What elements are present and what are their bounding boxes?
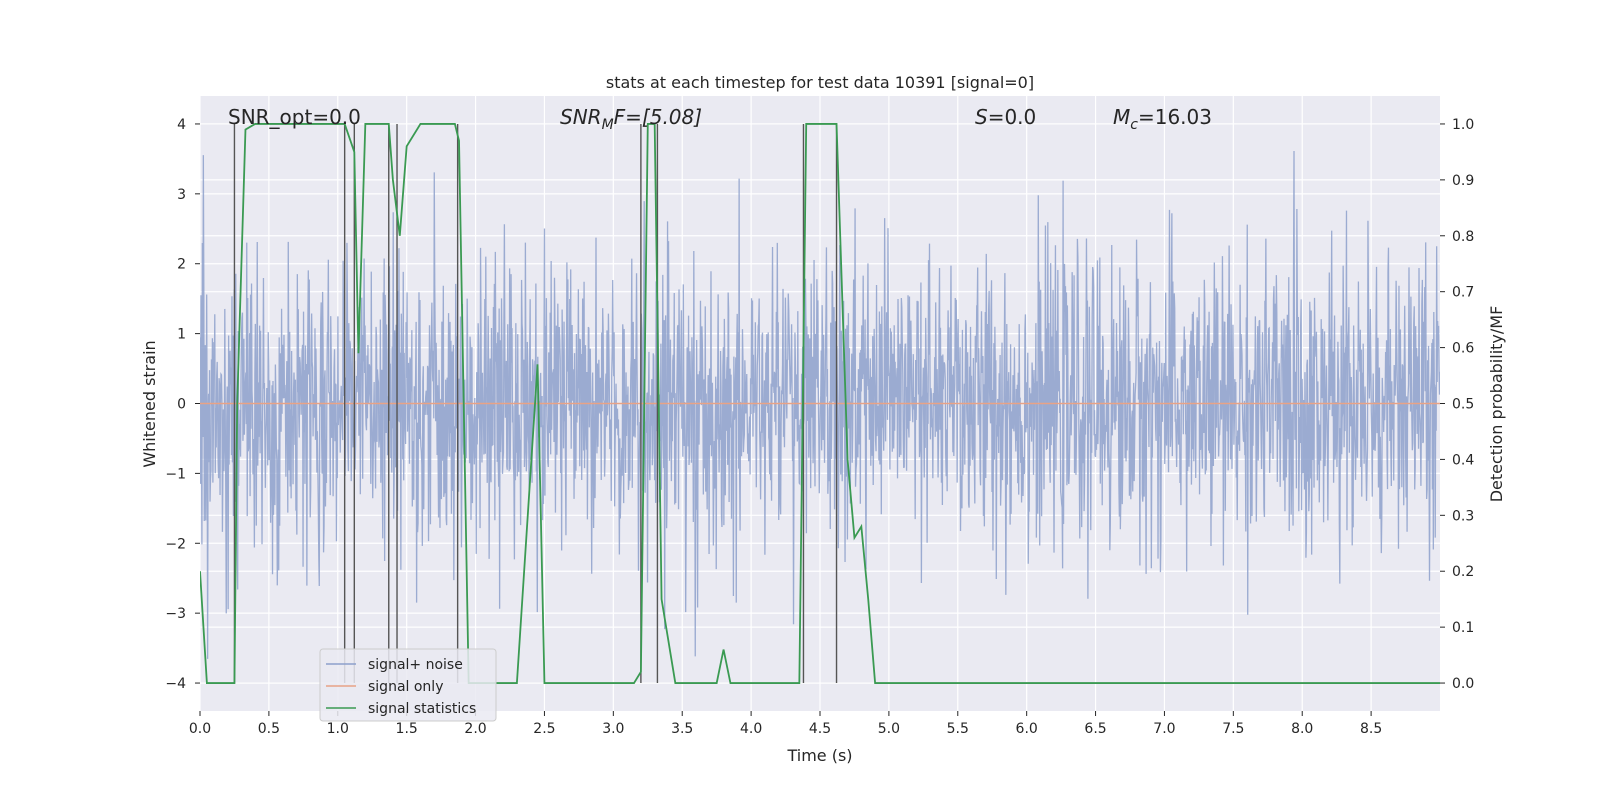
- x-tick-label: 5.0: [878, 721, 900, 737]
- x-tick-label: 0.0: [189, 721, 211, 737]
- y-right-tick-label: 0.4: [1452, 452, 1474, 468]
- y-left-tick-label: −4: [165, 676, 186, 692]
- y-right-tick-label: 1.0: [1452, 117, 1474, 133]
- vertical-markers: [233, 123, 838, 684]
- y-right-tick-label: 0.0: [1452, 676, 1474, 692]
- x-tick-label: 4.0: [740, 721, 762, 737]
- y-left-tick-label: 1: [177, 327, 186, 343]
- x-tick-labels: 0.0 0.5 1.0 1.5 2.0 2.5 3.0 3.5 4.0 4.5 5.0 5.5 6.0 6…: [189, 711, 1382, 737]
- annotation-mc-symbol: M: [1113, 105, 1130, 129]
- x-tick-label: 0.5: [258, 721, 280, 737]
- y-left-tick-labels: −4 −3 −2 −1 0 1 2 3 4: [165, 117, 200, 692]
- annotation-snr-mf-symbol: SNR: [560, 105, 602, 129]
- x-tick-label: 6.5: [1084, 721, 1106, 737]
- y-right-tick-label: 0.5: [1452, 397, 1474, 413]
- y-right-tick-label: 0.9: [1452, 173, 1474, 189]
- annotation-mc: Mc=16.03: [1113, 105, 1212, 133]
- y-left-axis-label: Whitened strain: [140, 340, 159, 467]
- annotation-snr-mf: SNRMF=[5.08]: [560, 105, 702, 133]
- x-tick-label: 2.0: [464, 721, 486, 737]
- x-tick-label: 1.0: [327, 721, 349, 737]
- x-tick-label: 4.5: [809, 721, 831, 737]
- annotation-snr-mf-value: F=[5.08]: [614, 105, 702, 129]
- y-right-tick-label: 0.2: [1452, 564, 1474, 580]
- y-right-tick-label: 0.6: [1452, 341, 1474, 357]
- y-left-tick-label: 3: [177, 187, 186, 203]
- series-signal-statistics: [200, 123, 1440, 684]
- legend-box: [319, 648, 497, 722]
- series-signal-noise-line: [200, 150, 1440, 659]
- y-left-tick-label: 0: [177, 397, 186, 413]
- x-tick-label: 6.0: [1016, 721, 1038, 737]
- series-signal-noise: [200, 150, 1440, 659]
- y-left-tick-label: 4: [177, 117, 186, 133]
- x-tick-label: 3.0: [602, 721, 624, 737]
- chart-title: stats at each timestep for test data 103…: [606, 73, 1034, 92]
- annotation-s: S=0.0: [975, 105, 1036, 129]
- x-tick-label: 3.5: [671, 721, 693, 737]
- annotation-snr-mf-subscript: M: [602, 117, 614, 133]
- y-right-tick-label: 0.7: [1452, 285, 1474, 301]
- annotation-snr-opt: SNR_opt=0.0: [228, 105, 361, 129]
- x-tick-label: 8.5: [1360, 721, 1382, 737]
- y-right-tick-label: 0.8: [1452, 229, 1474, 245]
- legend-label-signal-only: signal only: [368, 679, 443, 695]
- y-left-tick-label: −2: [165, 536, 186, 552]
- x-tick-label: 5.5: [947, 721, 969, 737]
- x-tick-label: 7.5: [1222, 721, 1244, 737]
- y-left-tick-label: −3: [165, 606, 186, 622]
- x-tick-label: 7.0: [1153, 721, 1175, 737]
- annotation-mc-subscript: c: [1130, 117, 1138, 133]
- annotation-mc-value: =16.03: [1138, 105, 1212, 129]
- legend: signal+ noise signal only signal statist…: [319, 648, 497, 722]
- x-axis-label: Time (s): [786, 746, 852, 765]
- legend-label-signal-noise: signal+ noise: [368, 657, 463, 673]
- y-right-tick-label: 0.3: [1452, 508, 1474, 524]
- annotation-s-value: =0.0: [988, 105, 1037, 129]
- annotation-s-symbol: S: [975, 105, 988, 129]
- x-tick-label: 2.5: [533, 721, 555, 737]
- y-left-tick-label: −1: [165, 466, 186, 482]
- y-right-tick-labels: 0.0 0.1 0.2 0.3 0.4 0.5 0.6 0.7 0.8 0.9 1.0: [1440, 117, 1474, 692]
- x-tick-label: 1.5: [396, 721, 418, 737]
- y-left-tick-label: 2: [177, 257, 186, 273]
- legend-label-signal-statistics: signal statistics: [368, 701, 476, 717]
- y-right-tick-label: 0.1: [1452, 620, 1474, 636]
- y-right-axis-label: Detection probability/MF: [1487, 306, 1506, 503]
- x-tick-label: 8.0: [1291, 721, 1313, 737]
